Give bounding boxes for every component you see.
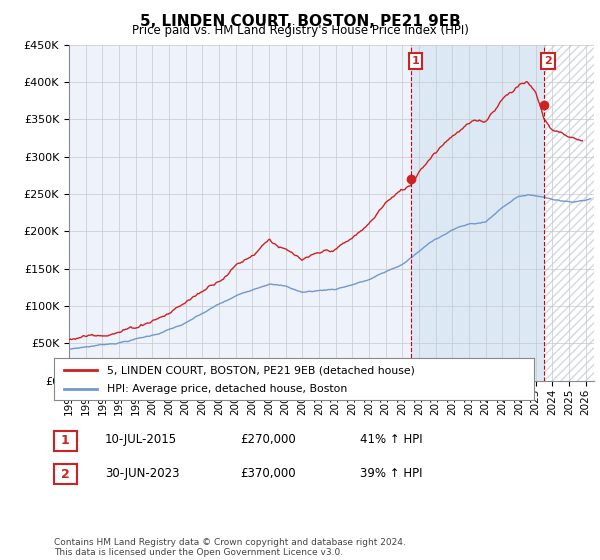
Text: 1: 1 xyxy=(61,434,70,447)
Text: 5, LINDEN COURT, BOSTON, PE21 9EB: 5, LINDEN COURT, BOSTON, PE21 9EB xyxy=(140,14,460,29)
Text: 30-JUN-2023: 30-JUN-2023 xyxy=(105,466,179,480)
Bar xyxy=(544,45,594,381)
Text: 5, LINDEN COURT, BOSTON, PE21 9EB (detached house): 5, LINDEN COURT, BOSTON, PE21 9EB (detac… xyxy=(107,365,415,375)
Text: HPI: Average price, detached house, Boston: HPI: Average price, detached house, Bost… xyxy=(107,384,347,394)
Text: 41% ↑ HPI: 41% ↑ HPI xyxy=(360,433,422,446)
Text: 39% ↑ HPI: 39% ↑ HPI xyxy=(360,466,422,480)
Text: Contains HM Land Registry data © Crown copyright and database right 2024.
This d: Contains HM Land Registry data © Crown c… xyxy=(54,538,406,557)
Text: Price paid vs. HM Land Registry's House Price Index (HPI): Price paid vs. HM Land Registry's House … xyxy=(131,24,469,37)
Bar xyxy=(411,45,544,381)
Text: 2: 2 xyxy=(544,56,552,66)
Text: 1: 1 xyxy=(411,56,419,66)
Text: £270,000: £270,000 xyxy=(240,433,296,446)
Text: 10-JUL-2015: 10-JUL-2015 xyxy=(105,433,177,446)
Text: £370,000: £370,000 xyxy=(240,466,296,480)
Text: 2: 2 xyxy=(61,468,70,481)
Bar xyxy=(544,45,594,381)
